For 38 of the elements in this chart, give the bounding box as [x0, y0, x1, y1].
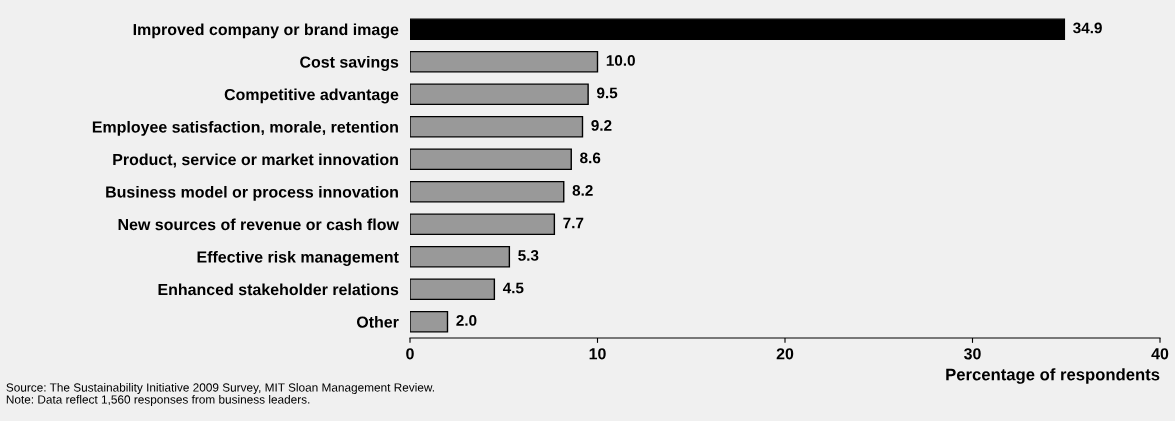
bar: [410, 83, 589, 106]
y-tick-label: Cost savings: [300, 55, 399, 71]
data-label: 2.0: [456, 315, 477, 326]
data-label: 8.2: [572, 185, 593, 196]
bar: [410, 310, 449, 333]
data-label: 4.5: [502, 282, 524, 294]
bar: [410, 213, 556, 236]
y-tick-label: Enhanced stakeholder relations: [158, 283, 399, 296]
x-tick-label: 10: [589, 348, 606, 360]
data-label: 9.5: [596, 87, 618, 99]
y-tick-label: Other: [356, 315, 399, 328]
data-label: 7.7: [563, 217, 584, 229]
data-label: 34.9: [1073, 22, 1102, 34]
bar: [410, 245, 511, 268]
y-tick-label: Product, service or market innovation: [113, 153, 398, 168]
bar: [410, 50, 599, 73]
x-axis-title: Percentage of respondents: [946, 368, 1160, 384]
y-tick-label: Employee satisfaction, morale, retention: [92, 120, 398, 136]
text: Note: Data reflect 1,560 responses from business leaders.: [6, 395, 310, 407]
bar: [410, 115, 584, 138]
x-tick-label: 20: [776, 348, 794, 360]
source-note: Source: The Sustainability Initiative 2009 Survey, MIT Sloan Management Review.: [6, 383, 434, 395]
bar: [410, 180, 565, 203]
data-label: 10.0: [606, 55, 635, 66]
x-tick-label: 40: [1151, 348, 1169, 360]
x-tick-label: 30: [963, 348, 981, 360]
bar: [410, 148, 572, 171]
data-label: 5.3: [518, 250, 539, 261]
data-label: 8.6: [580, 152, 601, 164]
y-tick-label: New sources of revenue or cash flow: [118, 218, 399, 231]
y-tick-label: Business model or process innovation: [106, 185, 398, 201]
bar: [410, 278, 496, 301]
x-tick-label: 0: [406, 348, 414, 360]
y-tick-label: Improved company or brand image: [133, 23, 399, 39]
y-tick-label: Competitive advantage: [224, 88, 399, 104]
y-tick-label: Effective risk management: [197, 250, 399, 266]
data-label: 9.2: [591, 120, 612, 131]
bar: [410, 18, 1066, 41]
